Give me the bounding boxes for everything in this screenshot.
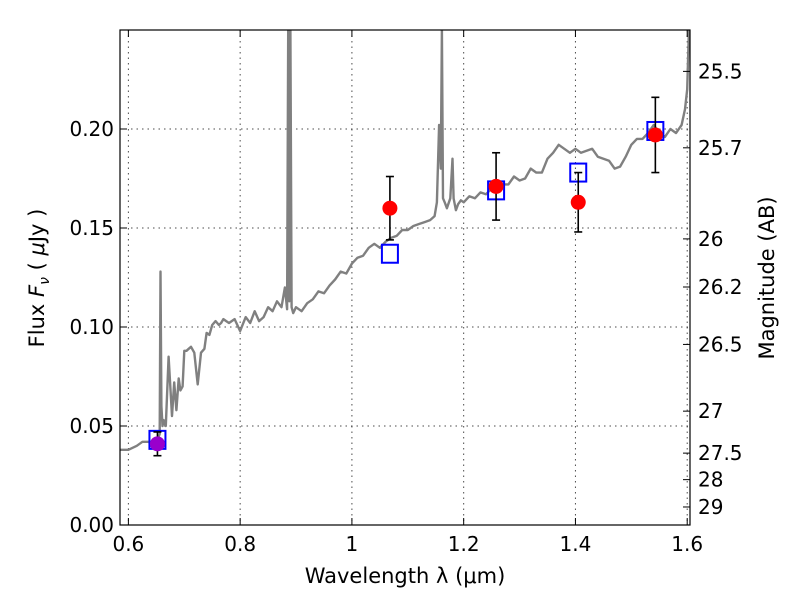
y2-tick-label: 27 [698, 399, 723, 423]
y2-tick-label: 26 [698, 227, 723, 251]
y2-tick-label: 29 [698, 495, 723, 519]
x-tick-label: 0.6 [112, 532, 144, 556]
observed-flux-point [570, 194, 586, 210]
y2-tick-label: 26.5 [698, 332, 743, 356]
observed-flux-point [149, 436, 165, 452]
tick-layer: 0.6 0.8 1 1.2 1.4 1.6 0.00 0.05 0.10 0.15 0.20 25.5… [69, 30, 743, 556]
data-layer [120, 30, 690, 451]
grid-layer [120, 30, 690, 526]
x-tick-label: 1.4 [560, 532, 592, 556]
y-axis-title-part: Jy ) [25, 209, 49, 245]
y2-tick-label: 27.5 [698, 441, 743, 465]
plot-frame [119, 29, 691, 526]
x-tick-label: 1.2 [448, 532, 480, 556]
model-spectrum-line [120, 30, 690, 451]
observed-flux-point [647, 127, 663, 143]
y-axis-title-part: μ [25, 242, 49, 256]
x-axis-title: Wavelength λ (μm) [305, 564, 506, 588]
y-axis-title-part: F [25, 284, 49, 297]
y-axis-title-part: ν [37, 277, 53, 285]
x-tick-label: 1 [346, 532, 359, 556]
y2-tick-label: 25.5 [698, 59, 743, 83]
y2-axis-title: Magnitude (AB) [755, 196, 779, 359]
y2-tick-label: 26.2 [698, 275, 743, 299]
y-tick-label: 0.20 [69, 117, 114, 141]
y-axis-title-part: ( [25, 256, 49, 278]
marker-layer [148, 96, 665, 457]
y2-tick-label: 28 [698, 468, 723, 492]
observed-flux-point [382, 200, 398, 216]
x-tick-label: 0.8 [224, 532, 256, 556]
y-tick-label: 0.00 [69, 513, 114, 537]
y-tick-label: 0.15 [69, 216, 114, 240]
y-tick-label: 0.10 [69, 315, 114, 339]
synthetic-photometry-square [380, 243, 399, 264]
y-axis-title: Flux Fν ( μJy ) [25, 209, 53, 348]
observed-flux-point [488, 178, 504, 194]
y-axis-title-part: Flux [25, 297, 49, 347]
y2-tick-label: 25.7 [698, 136, 743, 160]
x-tick-label: 1.6 [671, 532, 703, 556]
y-tick-label: 0.05 [69, 414, 114, 438]
